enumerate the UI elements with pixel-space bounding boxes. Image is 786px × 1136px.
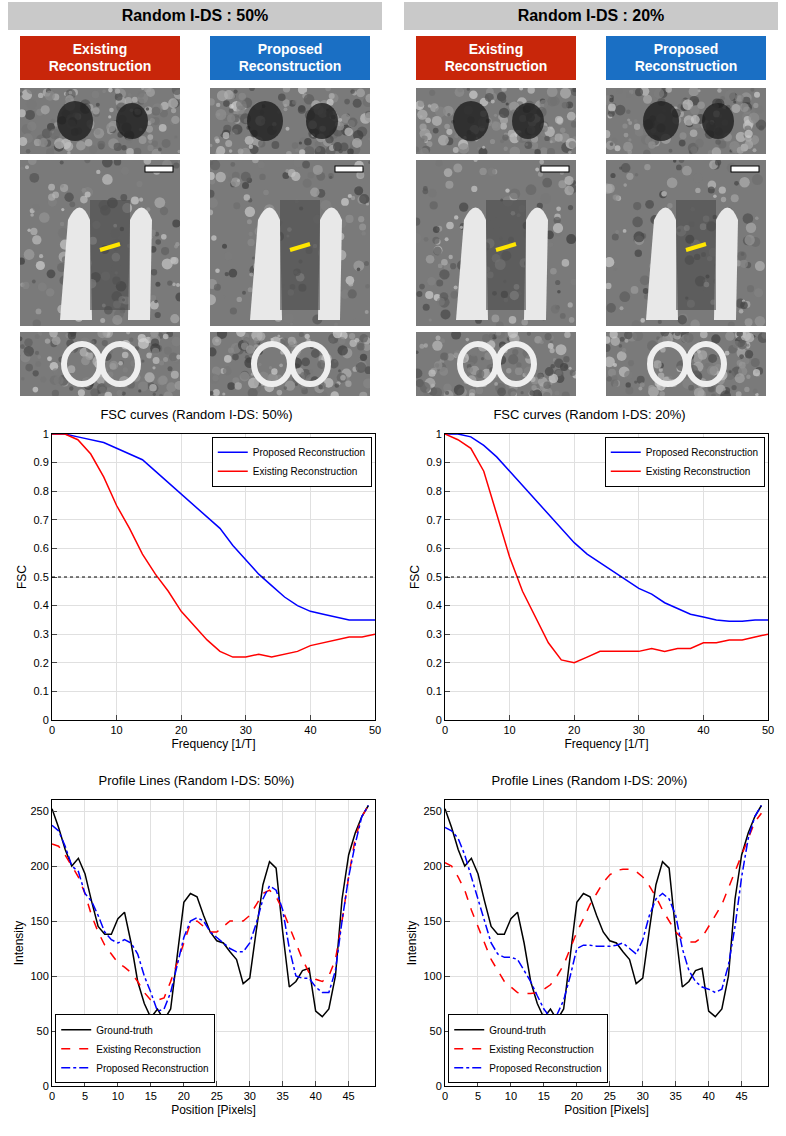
svg-text:40: 40 [703, 1090, 715, 1102]
svg-text:0.3: 0.3 [427, 628, 442, 640]
svg-text:45: 45 [736, 1090, 748, 1102]
svg-text:Existing Reconstruction: Existing Reconstruction [253, 466, 358, 477]
svg-text:Existing Reconstruction: Existing Reconstruction [646, 466, 751, 477]
svg-text:Position [Pixels]: Position [Pixels] [171, 1103, 256, 1117]
svg-text:45: 45 [343, 1090, 355, 1102]
svg-text:0: 0 [436, 714, 442, 726]
svg-text:Intensity: Intensity [405, 921, 419, 966]
svg-text:0.8: 0.8 [34, 485, 49, 497]
svg-text:100: 100 [30, 970, 48, 982]
svg-text:Proposed Reconstruction: Proposed Reconstruction [253, 447, 365, 458]
html-text:Random I-DS : 50%: Random I-DS : 50% [121, 7, 269, 24]
svg-text:Ground-truth: Ground-truth [96, 1025, 153, 1036]
svg-text:5: 5 [475, 1090, 481, 1102]
svg-text:50: 50 [762, 724, 774, 736]
svg-text:25: 25 [604, 1090, 616, 1102]
svg-text:0: 0 [43, 1080, 49, 1092]
svg-text:30: 30 [244, 1090, 256, 1102]
svg-text:1: 1 [436, 428, 442, 440]
svg-text:30: 30 [240, 724, 252, 736]
svg-text:0.6: 0.6 [427, 542, 442, 554]
svg-text:30: 30 [633, 724, 645, 736]
svg-text:200: 200 [30, 860, 48, 872]
svg-text:0.4: 0.4 [427, 599, 442, 611]
svg-text:Proposed Reconstruction: Proposed Reconstruction [646, 447, 758, 458]
svg-text:40: 40 [310, 1090, 322, 1102]
html-text:Proposed Reconstruction: Proposed Reconstruction [238, 41, 342, 74]
svg-text:Profile Lines (Random I-DS: 20: Profile Lines (Random I-DS: 20%) [492, 773, 688, 788]
svg-text:10: 10 [112, 1090, 124, 1102]
svg-text:20: 20 [568, 724, 580, 736]
svg-text:Existing Reconstruction: Existing Reconstruction [96, 1044, 201, 1055]
svg-text:0.1: 0.1 [34, 685, 49, 697]
svg-text:Position [Pixels]: Position [Pixels] [564, 1103, 649, 1117]
svg-text:Existing Reconstruction: Existing Reconstruction [489, 1044, 594, 1055]
svg-text:40: 40 [304, 724, 316, 736]
svg-text:FSC: FSC [15, 565, 29, 589]
svg-text:0.4: 0.4 [34, 599, 49, 611]
svg-text:10: 10 [505, 1090, 517, 1102]
svg-text:0: 0 [436, 1080, 442, 1092]
svg-text:Profile Lines (Random I-DS: 50: Profile Lines (Random I-DS: 50%) [99, 773, 295, 788]
svg-text:10: 10 [503, 724, 515, 736]
svg-text:Ground-truth: Ground-truth [489, 1025, 546, 1036]
svg-text:FSC curves (Random I-DS: 50%): FSC curves (Random I-DS: 50%) [100, 407, 292, 422]
svg-text:250: 250 [30, 805, 48, 817]
svg-text:0.8: 0.8 [427, 485, 442, 497]
svg-text:0.5: 0.5 [34, 571, 49, 583]
svg-text:1: 1 [43, 428, 49, 440]
svg-text:Proposed Reconstruction: Proposed Reconstruction [96, 1063, 208, 1074]
svg-text:40: 40 [697, 724, 709, 736]
html-text:Existing Reconstruction: Existing Reconstruction [444, 41, 548, 74]
svg-text:15: 15 [538, 1090, 550, 1102]
svg-text:50: 50 [430, 1025, 442, 1037]
svg-text:30: 30 [637, 1090, 649, 1102]
svg-text:100: 100 [423, 970, 441, 982]
svg-text:0: 0 [49, 1090, 55, 1102]
svg-text:0.1: 0.1 [427, 685, 442, 697]
svg-text:0.7: 0.7 [427, 514, 442, 526]
svg-text:15: 15 [145, 1090, 157, 1102]
svg-text:Proposed Reconstruction: Proposed Reconstruction [489, 1063, 601, 1074]
svg-text:FSC: FSC [408, 565, 422, 589]
svg-text:0: 0 [442, 1090, 448, 1102]
svg-text:Frequency [1/T]: Frequency [1/T] [564, 737, 648, 751]
svg-text:50: 50 [369, 724, 381, 736]
svg-text:20: 20 [571, 1090, 583, 1102]
svg-text:FSC curves (Random I-DS: 20%): FSC curves (Random I-DS: 20%) [493, 407, 685, 422]
svg-text:0.9: 0.9 [34, 456, 49, 468]
svg-text:50: 50 [37, 1025, 49, 1037]
svg-text:35: 35 [670, 1090, 682, 1102]
svg-text:20: 20 [175, 724, 187, 736]
svg-text:250: 250 [423, 805, 441, 817]
svg-text:Intensity: Intensity [12, 921, 26, 966]
svg-text:0: 0 [442, 724, 448, 736]
html-text:Existing Reconstruction: Existing Reconstruction [48, 41, 152, 74]
svg-text:10: 10 [110, 724, 122, 736]
svg-text:150: 150 [423, 915, 441, 927]
svg-text:0: 0 [49, 724, 55, 736]
svg-text:200: 200 [423, 860, 441, 872]
svg-text:5: 5 [82, 1090, 88, 1102]
svg-text:35: 35 [277, 1090, 289, 1102]
svg-text:0: 0 [43, 714, 49, 726]
svg-text:0.2: 0.2 [427, 657, 442, 669]
svg-text:0.9: 0.9 [427, 456, 442, 468]
svg-text:25: 25 [211, 1090, 223, 1102]
html-text:Proposed Reconstruction: Proposed Reconstruction [634, 41, 738, 74]
svg-text:20: 20 [178, 1090, 190, 1102]
svg-text:Frequency [1/T]: Frequency [1/T] [171, 737, 255, 751]
html-text:Random I-DS : 20%: Random I-DS : 20% [517, 7, 665, 24]
svg-text:0.7: 0.7 [34, 514, 49, 526]
svg-text:0.5: 0.5 [427, 571, 442, 583]
svg-text:0.2: 0.2 [34, 657, 49, 669]
svg-text:0.3: 0.3 [34, 628, 49, 640]
svg-text:0.6: 0.6 [34, 542, 49, 554]
svg-text:150: 150 [30, 915, 48, 927]
